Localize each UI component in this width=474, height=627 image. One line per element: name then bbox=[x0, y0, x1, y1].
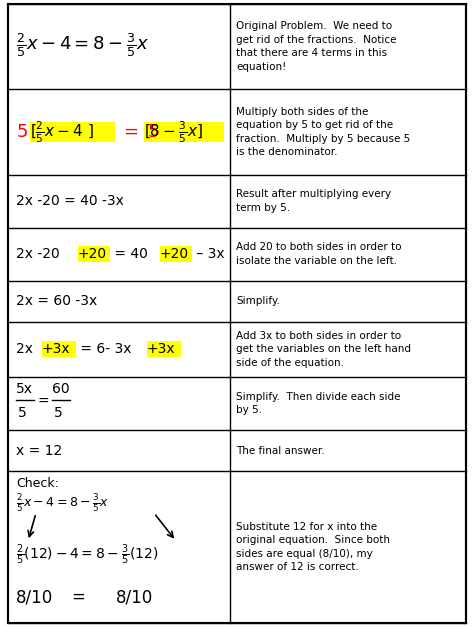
Bar bbox=[160, 246, 192, 262]
Text: $= \ 5$: $= \ 5$ bbox=[120, 123, 160, 141]
Text: Simplify.: Simplify. bbox=[236, 296, 280, 306]
Text: = 40: = 40 bbox=[110, 247, 152, 261]
Text: $\frac{2}{5}x - 4 = 8 - \frac{3}{5}x$: $\frac{2}{5}x - 4 = 8 - \frac{3}{5}x$ bbox=[16, 31, 149, 58]
Text: x = 12: x = 12 bbox=[16, 443, 62, 458]
Text: 2x = 60 -3x: 2x = 60 -3x bbox=[16, 294, 97, 308]
Text: 2x: 2x bbox=[16, 342, 37, 356]
Text: = 6- 3x: = 6- 3x bbox=[76, 342, 136, 356]
Text: 60: 60 bbox=[52, 382, 70, 396]
Text: =: = bbox=[71, 588, 85, 606]
Text: Simplify.  Then divide each side
by 5.: Simplify. Then divide each side by 5. bbox=[236, 392, 401, 415]
Text: $\frac{2}{5}x - 4 = 8 - \frac{3}{5}x$: $\frac{2}{5}x - 4 = 8 - \frac{3}{5}x$ bbox=[16, 492, 109, 514]
Text: Add 3x to both sides in order to
get the variables on the left hand
side of the : Add 3x to both sides in order to get the… bbox=[236, 331, 411, 368]
Text: – 3x: – 3x bbox=[192, 247, 225, 261]
Text: 2x -20: 2x -20 bbox=[16, 247, 64, 261]
Bar bbox=[30, 122, 115, 142]
Text: $\frac{2}{5}(12) - 4 = 8 - \frac{3}{5}(12)$: $\frac{2}{5}(12) - 4 = 8 - \frac{3}{5}(1… bbox=[16, 543, 158, 567]
Text: Original Problem.  We need to
get rid of the fractions.  Notice
that there are 4: Original Problem. We need to get rid of … bbox=[236, 21, 397, 72]
Bar bbox=[144, 122, 224, 142]
Text: 5x: 5x bbox=[16, 382, 33, 396]
Text: =: = bbox=[38, 394, 50, 409]
Text: The final answer.: The final answer. bbox=[236, 446, 325, 456]
Text: $[8 - \frac{3}{5}x]$: $[8 - \frac{3}{5}x]$ bbox=[144, 119, 203, 145]
Text: Add 20 to both sides in order to
isolate the variable on the left.: Add 20 to both sides in order to isolate… bbox=[236, 243, 401, 266]
Text: 8/10: 8/10 bbox=[16, 588, 53, 606]
Text: 5: 5 bbox=[54, 406, 63, 419]
Text: $[\frac{2}{5}x - 4\ ]$: $[\frac{2}{5}x - 4\ ]$ bbox=[30, 119, 94, 145]
Bar bbox=[147, 341, 181, 357]
Text: 8/10: 8/10 bbox=[116, 588, 153, 606]
Text: 5: 5 bbox=[18, 406, 27, 419]
Bar bbox=[78, 246, 110, 262]
Text: Substitute 12 for x into the
original equation.  Since both
sides are equal (8/1: Substitute 12 for x into the original eq… bbox=[236, 522, 390, 572]
Text: Check:: Check: bbox=[16, 477, 59, 490]
Text: +20: +20 bbox=[78, 247, 107, 261]
Bar bbox=[42, 341, 76, 357]
Text: Multiply both sides of the
equation by 5 to get rid of the
fraction.  Multiply b: Multiply both sides of the equation by 5… bbox=[236, 107, 410, 157]
Text: +3x: +3x bbox=[147, 342, 176, 356]
Text: +3x: +3x bbox=[42, 342, 71, 356]
Text: 2x -20 = 40 -3x: 2x -20 = 40 -3x bbox=[16, 194, 124, 208]
Text: $5$: $5$ bbox=[16, 123, 28, 141]
Text: Result after multiplying every
term by 5.: Result after multiplying every term by 5… bbox=[236, 189, 391, 213]
Text: +20: +20 bbox=[160, 247, 189, 261]
